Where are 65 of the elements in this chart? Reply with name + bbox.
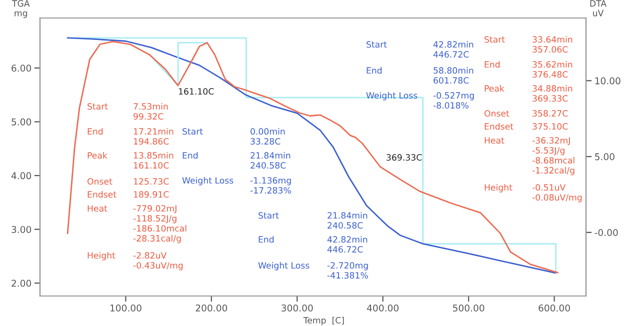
annotation: 375.10C (532, 123, 568, 130)
annotation: 42.82min 446.72C (433, 41, 474, 58)
x-tick-label: 200.00 (196, 304, 228, 312)
annotation: 35.62min 376.48C (532, 61, 572, 78)
x-tick-label: 100.00 (110, 304, 142, 312)
annotation: Peak (484, 85, 504, 92)
annotation: 33.64min 357.06C (532, 36, 572, 53)
annotation: End (484, 61, 500, 68)
annotation: Endset (88, 191, 116, 198)
annotation: Endset (484, 123, 514, 130)
annotation: Heat (484, 137, 504, 144)
annotation: Onset (484, 110, 510, 117)
annotation: End (258, 236, 274, 243)
y-axis-title: TGA mg (12, 0, 30, 18)
annotation: -2.82uV -0.43uV/mg (133, 252, 183, 270)
annotation: Weight Loss (366, 92, 418, 100)
annotation: 21.84min 240.58C (328, 212, 368, 229)
annotation: End (366, 67, 382, 74)
y-tick-label: 3.00 (12, 226, 32, 233)
x-tick-label: 400.00 (367, 304, 399, 312)
annotation: 58.80min 601.78C (434, 67, 474, 84)
x-axis-title: Temp [C] (303, 316, 344, 326)
annotation: -2.720mg -41.381% (327, 262, 368, 279)
annotation: 34.88min 369.33C (532, 85, 572, 102)
annotation: -779.02mJ -118.52J/g -186.10mcal -28.31cal/g (133, 205, 186, 244)
annotation: 125.73C (134, 178, 169, 185)
annotation: 358.27C (532, 110, 568, 117)
annotation: 13.85min 161.10C (134, 152, 174, 169)
annotation: Start (182, 128, 203, 135)
annotation: Weight Loss (182, 177, 234, 186)
annotation: Height (484, 184, 512, 192)
annotation: 369.33C (386, 154, 422, 161)
annotation: 17.21min 194.86C (134, 128, 174, 145)
annotation: Start (366, 41, 387, 48)
annotation: Start (258, 212, 279, 219)
annotation: 161.10C (178, 88, 214, 95)
annotation: Weight Loss (258, 262, 310, 270)
annotation: -0.51uV -0.08uV/mg (532, 184, 582, 202)
x-tick-label: 500.00 (453, 304, 484, 312)
x-tick-label: 300.00 (282, 304, 313, 312)
y2-tick-label: 5.00 (595, 153, 614, 160)
y-tick-label: 4.00 (11, 172, 32, 180)
annotation: Start (484, 36, 505, 43)
annotation: Start (88, 103, 108, 110)
x-tick-label: 600.00 (538, 304, 570, 312)
y2-tick-label: 10.00 (595, 77, 620, 84)
annotation: -1.136mg -17.283% (250, 177, 291, 194)
annotation: 7.53min 99.32C (134, 103, 168, 120)
y-tick-label: 6.00 (12, 64, 32, 72)
y2-tick-label: -0.00 (594, 229, 618, 236)
annotation: End (88, 128, 103, 135)
annotation: 42.82min 446.72C (327, 236, 368, 253)
y-tick-label: 5.00 (12, 118, 32, 126)
annotation: Height (88, 252, 116, 260)
annotation: 0.00min 33.28C (250, 128, 285, 145)
annotation: -36.32mJ -5.53J/g -8.68mcal -1.32cal/g (532, 137, 574, 176)
y2-axis-title: DTA uV (590, 0, 606, 16)
annotation: Peak (88, 152, 108, 159)
annotation: -0.527mg -8.018% (433, 92, 474, 109)
annotation: End (182, 152, 198, 159)
annotation: Onset (87, 178, 112, 185)
annotation: Heat (88, 205, 108, 212)
annotation: 21.84min 240.58C (250, 152, 290, 169)
annotation: 189.91C (134, 191, 169, 198)
y-tick-label: 2.00 (12, 280, 32, 287)
